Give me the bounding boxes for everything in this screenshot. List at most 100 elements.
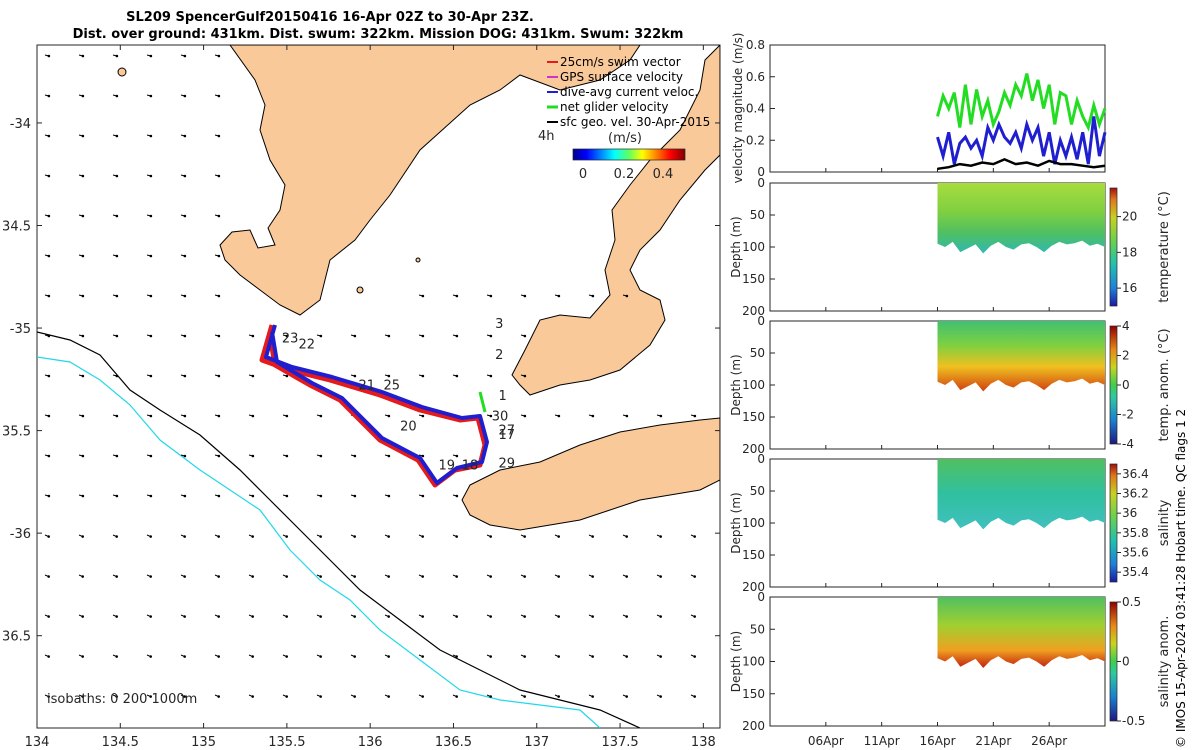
- velocity-ticks: 0 0.2 0.4 0.6 0.8: [746, 38, 1050, 179]
- y-tick-label: 50: [750, 346, 765, 360]
- current-arrow-head: [217, 655, 220, 658]
- x-tick-label: 134.5: [102, 735, 139, 750]
- current-arrow-head: [659, 414, 663, 418]
- current-arrow-head: [625, 535, 628, 538]
- current-arrow-head: [421, 414, 425, 418]
- current-arrow-head: [489, 535, 492, 538]
- islet: [415, 257, 421, 263]
- current-arrow-head: [421, 655, 424, 658]
- day-label: 19: [438, 459, 455, 474]
- y-tick-label: 34.5: [2, 219, 31, 234]
- current-arrow-head: [489, 615, 492, 618]
- current-arrow-head: [115, 414, 119, 418]
- current-arrow-head: [285, 334, 289, 338]
- x-tick-label: 135.5: [268, 735, 305, 750]
- section-panel-temperature: 0 50 100 150 200 Depth (m) 16 18 20 temperature (…: [729, 176, 1172, 318]
- cb-tick-label: 36: [1122, 506, 1137, 520]
- current-arrow-head: [149, 134, 153, 138]
- legend-item: sfc geo. vel. 30-Apr-2015: [560, 115, 710, 129]
- current-arrow-head: [523, 575, 526, 578]
- current-arrow-head: [47, 575, 50, 578]
- colorbar: [1109, 601, 1118, 722]
- current-arrow-head: [591, 414, 595, 418]
- current-arrow-head: [625, 414, 629, 418]
- current-arrow-head: [115, 535, 118, 538]
- current-arrow-head: [693, 615, 696, 618]
- current-arrow-head: [353, 494, 357, 498]
- current-arrow-head: [489, 655, 492, 658]
- current-arrow-head: [387, 374, 391, 378]
- current-arrow-head: [183, 94, 187, 98]
- depth-ylabel: Depth (m): [729, 216, 743, 277]
- current-arrow-head: [285, 535, 288, 538]
- current-arrow-head: [47, 494, 51, 498]
- current-arrow-head: [183, 494, 187, 498]
- current-arrow-head: [217, 695, 220, 698]
- track-red: [259, 324, 488, 488]
- current-arrow-head: [523, 535, 526, 538]
- x-tick-label: 138: [691, 735, 716, 750]
- current-arrow-head: [149, 494, 153, 498]
- current-arrow-head: [625, 615, 628, 618]
- x-tick-label: 136.5: [435, 735, 472, 750]
- y-tick-label: 50: [750, 622, 765, 636]
- current-arrow-head: [319, 414, 323, 418]
- current-arrow-head: [557, 575, 560, 578]
- current-arrow-head: [353, 575, 356, 578]
- current-arrow-head: [81, 94, 85, 98]
- y-tick-label: 0.6: [746, 70, 765, 84]
- isobaths-label: isobaths: 0 200 1000m: [47, 692, 197, 707]
- cb-tick-label: 0: [1122, 655, 1130, 669]
- current-arrow-head: [455, 374, 459, 378]
- y-tick-label: 36.5: [2, 630, 31, 645]
- section-fill: [937, 459, 1105, 530]
- day-label: 2: [495, 348, 503, 363]
- section-panel-temp_anom: 0 50 100 150 200 Depth (m) -4 -2 0 2 4 temp. anom. …: [729, 314, 1172, 456]
- day-label: 30: [492, 409, 509, 424]
- current-arrow-head: [285, 615, 288, 618]
- current-arrow-head: [693, 414, 697, 418]
- y-tick-label: 0: [757, 176, 765, 190]
- y-tick-label: 200: [742, 719, 765, 733]
- colorbar-tick: 0.2: [614, 167, 635, 182]
- current-arrow-head: [183, 535, 186, 538]
- current-arrow-head: [47, 374, 51, 378]
- isobath-200m: [37, 331, 641, 728]
- current-arrow-head: [523, 695, 526, 698]
- current-arrow-head: [115, 695, 118, 698]
- current-arrow-head: [421, 695, 424, 698]
- current-arrow-head: [217, 575, 220, 578]
- current-arrow-head: [489, 414, 493, 418]
- section-fill: [937, 183, 1105, 254]
- cb-tick-label: -2: [1122, 408, 1134, 422]
- current-arrow-head: [557, 535, 560, 538]
- footer-credit: © IMOS 15-Apr-2024 03:41:28 Hobart time.…: [1174, 409, 1188, 748]
- current-arrow-head: [319, 535, 322, 538]
- velocity-axes: [769, 44, 1106, 173]
- current-arrow-head: [387, 615, 390, 618]
- current-arrow-head: [421, 294, 425, 298]
- current-arrow-head: [659, 575, 662, 578]
- current-arrow-head: [557, 294, 561, 298]
- current-arrow-head: [47, 174, 51, 178]
- current-arrow-head: [47, 94, 51, 98]
- scale-label: 4h: [538, 129, 555, 144]
- depth-ylabel: Depth (m): [729, 354, 743, 415]
- current-arrow-head: [659, 535, 662, 538]
- x-tick-label: 136: [358, 735, 383, 750]
- x-tick-label: 135: [191, 735, 216, 750]
- colorbar-tick: 0: [579, 167, 587, 182]
- current-arrow-head: [659, 615, 662, 618]
- current-arrow-head: [523, 655, 526, 658]
- current-arrow-head: [149, 414, 153, 418]
- velocity-series: [936, 73, 1107, 171]
- depth-ylabel: Depth (m): [729, 492, 743, 553]
- current-arrow-head: [693, 695, 696, 698]
- x-tick-label: 137.5: [601, 735, 638, 750]
- current-arrow-head: [183, 454, 187, 458]
- current-arrow-head: [353, 615, 356, 618]
- current-arrow-head: [523, 374, 527, 378]
- colorbar: [1109, 325, 1118, 445]
- current-arrow-head: [149, 254, 153, 258]
